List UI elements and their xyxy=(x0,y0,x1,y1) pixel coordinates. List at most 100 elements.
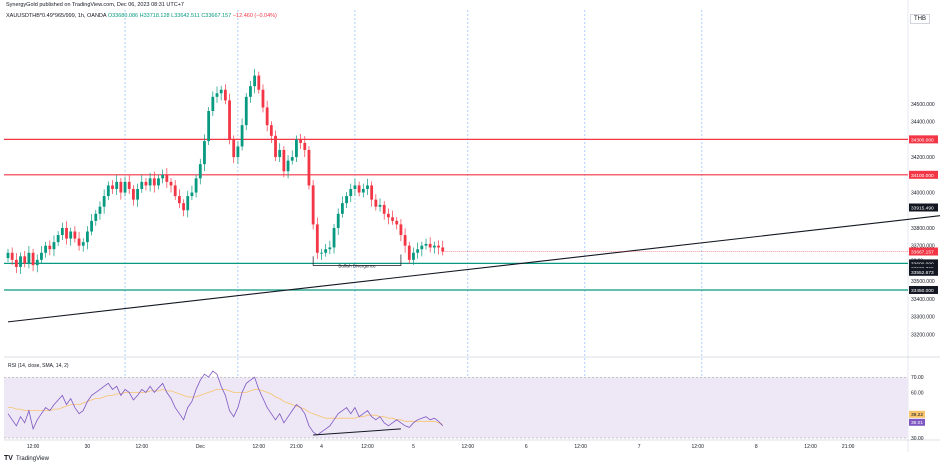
candle-body xyxy=(341,203,344,214)
candle-body xyxy=(132,188,135,200)
candle-body xyxy=(90,220,93,232)
candle-body xyxy=(378,204,382,207)
divergence-label: Bullish Divergence xyxy=(338,263,376,268)
price-marker-bg xyxy=(909,247,938,256)
price-tick-label: 34400.000 xyxy=(911,120,935,126)
ohlc-low: L33642.511 xyxy=(171,13,200,19)
candle-body xyxy=(152,178,156,186)
candle-body xyxy=(115,181,119,189)
candle-body xyxy=(265,107,269,126)
candle-body xyxy=(303,142,307,150)
publisher-text: SynergyGold published on TradingView.com… xyxy=(6,2,184,8)
candle-body xyxy=(69,231,73,239)
ohlc-change: −12.460 (−0.04%) xyxy=(232,13,277,19)
support-label-bg xyxy=(909,285,938,294)
candle-body xyxy=(23,256,27,264)
support-label: 33450.000 xyxy=(911,288,934,294)
currency-badge[interactable]: THB xyxy=(910,14,930,24)
price-marker-label: 33552.673 xyxy=(911,270,934,276)
candle-body xyxy=(35,259,39,266)
candle-body xyxy=(282,149,286,172)
candle-body xyxy=(52,242,56,250)
candle-body xyxy=(257,75,261,90)
candle-body xyxy=(428,243,432,248)
price-tick-label: 34500.000 xyxy=(911,102,935,108)
candle-body xyxy=(173,185,177,197)
candle-body xyxy=(374,199,378,207)
candle-body xyxy=(244,96,248,126)
rsi-title: RSI (14, close, SMA, 14, 2) xyxy=(8,363,69,369)
rsi-tick-label: 70.00 xyxy=(911,375,924,381)
candle-body xyxy=(261,89,265,108)
candle-body xyxy=(320,252,323,254)
candle-body xyxy=(223,89,227,101)
candle-body xyxy=(353,185,357,189)
rsi-tick-label: 30.00 xyxy=(911,436,924,442)
time-tick-label: 12:00 xyxy=(691,444,704,450)
candle-body xyxy=(366,185,369,189)
candle-body xyxy=(432,245,436,248)
candle-body xyxy=(232,139,236,158)
candle-body xyxy=(361,188,365,193)
candle-body xyxy=(274,135,277,158)
candle-body xyxy=(324,249,328,253)
price-tick-label: 33300.000 xyxy=(911,315,935,321)
candle-body xyxy=(77,238,81,246)
candle-body xyxy=(399,224,403,236)
candle-body xyxy=(119,181,123,193)
candle-body xyxy=(328,247,332,250)
ohlc-open: O33680.086 xyxy=(107,13,139,19)
candle-body xyxy=(98,206,102,214)
time-tick-label: 7 xyxy=(638,444,641,450)
candle-body xyxy=(165,174,169,182)
candle-body xyxy=(94,213,98,221)
rsi-line xyxy=(7,370,443,436)
time-tick-label: 8 xyxy=(755,444,758,450)
rsi-value-bg xyxy=(909,418,925,426)
rsi-divergence-line xyxy=(313,428,401,436)
time-tick-label: 21:00 xyxy=(842,444,855,450)
candle-body xyxy=(190,192,194,197)
candle-body xyxy=(27,252,31,264)
candle-body xyxy=(416,249,420,253)
candle-body xyxy=(253,75,257,87)
candle-body xyxy=(332,227,336,248)
candle-body xyxy=(269,125,273,136)
candle-body xyxy=(349,188,353,197)
candle-body xyxy=(286,160,290,172)
candle-body xyxy=(148,178,152,186)
candle-body xyxy=(169,181,173,186)
candle-body xyxy=(186,196,190,211)
candle-body xyxy=(207,111,211,142)
ascending-trendline xyxy=(7,215,940,323)
candle-body xyxy=(295,139,298,158)
candle-body xyxy=(194,178,198,193)
candle-body xyxy=(299,139,302,143)
candle-body xyxy=(136,188,139,200)
candle-body xyxy=(278,149,282,158)
candle-body xyxy=(60,227,64,236)
price-axis-bg xyxy=(908,0,940,452)
candle-body xyxy=(311,185,315,225)
time-tick-label: 5 xyxy=(412,444,415,450)
rsi-ma-value: 39.22 xyxy=(911,412,923,418)
ohlc-close: C33667.157 xyxy=(201,13,232,19)
candle-body xyxy=(14,259,18,267)
resistance-label-bg xyxy=(909,170,938,179)
resistance-label-bg xyxy=(909,135,938,144)
candle-body xyxy=(48,245,52,250)
candle-body xyxy=(144,181,148,186)
price-marker-label: 33667.157 xyxy=(911,249,934,255)
candle-body xyxy=(31,252,35,266)
candle-body xyxy=(10,252,14,260)
candle-body xyxy=(215,93,219,97)
candle-body xyxy=(403,235,407,246)
candle-body xyxy=(290,157,294,161)
countdown-label: 28:09 xyxy=(911,257,923,263)
candle-body xyxy=(198,164,202,179)
candle-body xyxy=(182,203,185,211)
candle-body xyxy=(395,220,399,225)
time-tick-label: 12:00 xyxy=(462,444,475,450)
price-tick-label: 33700.000 xyxy=(911,244,935,250)
